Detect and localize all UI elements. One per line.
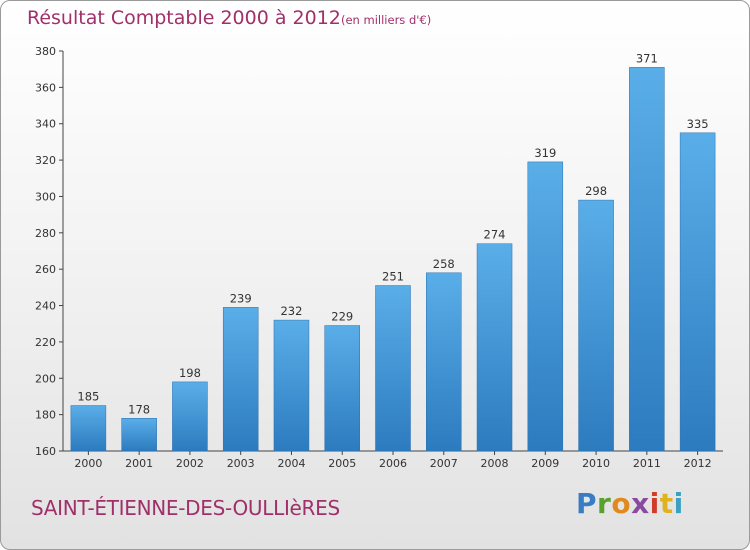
logo-letter: i <box>673 487 684 520</box>
bar <box>578 199 614 452</box>
bar <box>273 319 310 452</box>
data-label: 274 <box>484 228 506 242</box>
x-tick-label: 2008 <box>481 457 509 470</box>
chart-bars <box>70 67 716 452</box>
chart-title: Résultat Comptable 2000 à 2012 <box>27 7 341 29</box>
bar <box>527 161 564 452</box>
logo-letter: P <box>576 487 598 520</box>
logo-letter: o <box>611 487 632 520</box>
x-tick-label: 2010 <box>582 457 610 470</box>
x-tick-label: 2009 <box>531 457 559 470</box>
data-label: 251 <box>382 270 404 284</box>
y-tick-label: 160 <box>35 445 56 458</box>
x-tick-label: 2001 <box>125 457 153 470</box>
x-tick-label: 2007 <box>430 457 458 470</box>
bar <box>222 307 259 452</box>
y-tick-label: 320 <box>35 154 56 167</box>
bar <box>172 381 208 452</box>
x-tick-label: 2012 <box>684 457 712 470</box>
x-tick-label: 2004 <box>277 457 305 470</box>
chart-labels: 2000 185 2001 178 2002 198 2003 239 2004 232 2005 2… <box>74 51 711 470</box>
data-label: 185 <box>77 390 99 404</box>
logo-letter: r <box>597 487 612 520</box>
y-tick-label: 340 <box>35 118 56 131</box>
data-label: 335 <box>687 117 709 131</box>
x-tick-label: 2006 <box>379 457 407 470</box>
x-tick-label: 2011 <box>633 457 661 470</box>
bar <box>629 67 665 452</box>
logo-letter: t <box>659 487 674 520</box>
logo-letter: i <box>649 487 660 520</box>
chart-subtitle: (en milliers d'€) <box>341 13 432 27</box>
y-tick-label: 240 <box>35 300 56 313</box>
logo-letter: x <box>631 487 650 520</box>
x-tick-label: 2003 <box>227 457 255 470</box>
y-tick-label: 300 <box>35 190 56 203</box>
data-label: 319 <box>534 146 556 160</box>
bar <box>426 272 462 452</box>
bar <box>121 418 157 452</box>
data-label: 178 <box>128 402 150 416</box>
y-tick-label: 200 <box>35 372 56 385</box>
bar <box>70 405 107 452</box>
data-label: 198 <box>179 366 201 380</box>
data-label: 298 <box>585 184 607 198</box>
data-label: 239 <box>230 291 252 305</box>
data-label: 232 <box>280 304 302 318</box>
proxiti-logo[interactable]: Proxiti <box>576 487 684 520</box>
y-tick-label: 180 <box>35 409 56 422</box>
y-tick-label: 220 <box>35 336 56 349</box>
data-label: 371 <box>636 51 658 65</box>
data-label: 258 <box>433 257 455 271</box>
data-label: 229 <box>331 310 353 324</box>
x-tick-label: 2002 <box>176 457 204 470</box>
bar <box>324 325 360 452</box>
bar <box>476 243 513 452</box>
y-tick-label: 380 <box>35 45 56 58</box>
x-tick-label: 2000 <box>74 457 102 470</box>
y-tick-label: 360 <box>35 81 56 94</box>
bar <box>375 285 411 452</box>
x-tick-label: 2005 <box>328 457 356 470</box>
y-tick-label: 260 <box>35 263 56 276</box>
bar <box>679 132 716 452</box>
commune-name: SAINT-ÉTIENNE-DES-OULLIèRES <box>31 496 340 520</box>
y-tick-label: 280 <box>35 227 56 240</box>
